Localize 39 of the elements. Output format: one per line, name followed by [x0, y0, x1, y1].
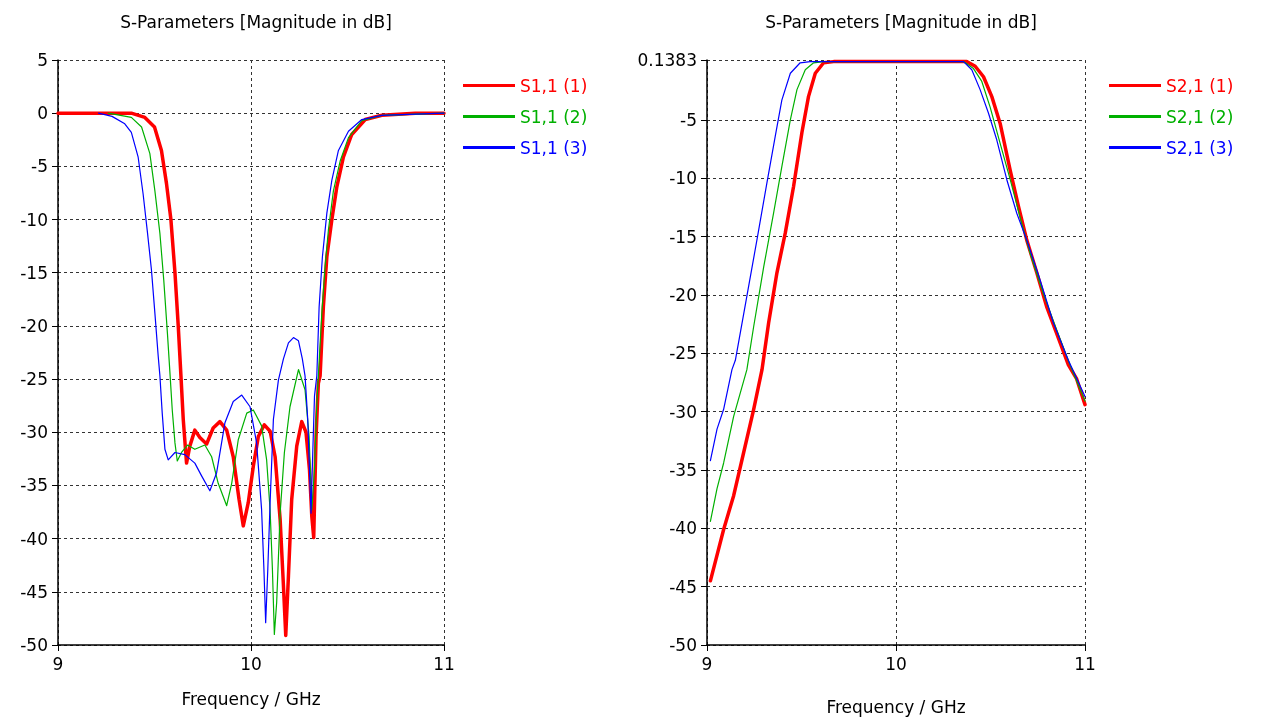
y-tick-label: 5 [37, 50, 48, 70]
y-tick-label: -35 [669, 459, 697, 480]
legend-label: S1,1 (1) [520, 75, 588, 96]
y-tick-label: -35 [20, 475, 48, 496]
x-tick-label: 9 [701, 653, 713, 674]
y-tick-label: -25 [20, 369, 48, 390]
x-tick-label: 10 [240, 653, 262, 674]
y-tick-label: -45 [669, 576, 697, 597]
y-tick-label: -30 [20, 422, 48, 443]
y-tick-label: -20 [20, 315, 48, 336]
chart-title: S-Parameters [Magnitude in dB] [120, 11, 392, 32]
y-tick-label: -10 [20, 209, 48, 230]
y-tick-label: -40 [20, 528, 48, 549]
y-tick-label: -45 [20, 581, 48, 602]
x-tick-label: 11 [433, 653, 455, 674]
y-tick-label: -5 [31, 156, 48, 177]
x-axis-title: Frequency / GHz [181, 688, 321, 709]
legend-label: S1,1 (3) [520, 137, 588, 158]
y-tick-label: 0 [37, 103, 48, 124]
y-tick-label: -50 [20, 635, 48, 655]
legend-label: S1,1 (2) [520, 106, 588, 127]
legend-label: S2,1 (1) [1166, 75, 1234, 96]
legend-label: S2,1 (2) [1166, 106, 1234, 127]
y-tick-label: -25 [669, 343, 697, 364]
y-tick-label: -10 [669, 168, 697, 189]
x-tick-label: 9 [52, 653, 64, 674]
x-axis-title: Frequency / GHz [826, 696, 966, 717]
y-tick-label: -40 [669, 518, 697, 539]
y-tick-label: 0.1383 [637, 50, 697, 70]
chart-title: S-Parameters [Magnitude in dB] [765, 11, 1037, 32]
y-tick-label: -30 [669, 401, 697, 422]
x-tick-label: 11 [1074, 653, 1096, 674]
x-tick-label: 10 [885, 653, 907, 674]
y-tick-label: -5 [680, 109, 697, 130]
legend-label: S2,1 (3) [1166, 137, 1234, 158]
y-tick-label: -50 [669, 635, 697, 655]
y-tick-label: -15 [669, 226, 697, 247]
y-tick-label: -20 [669, 284, 697, 305]
y-tick-label: -15 [20, 262, 48, 283]
